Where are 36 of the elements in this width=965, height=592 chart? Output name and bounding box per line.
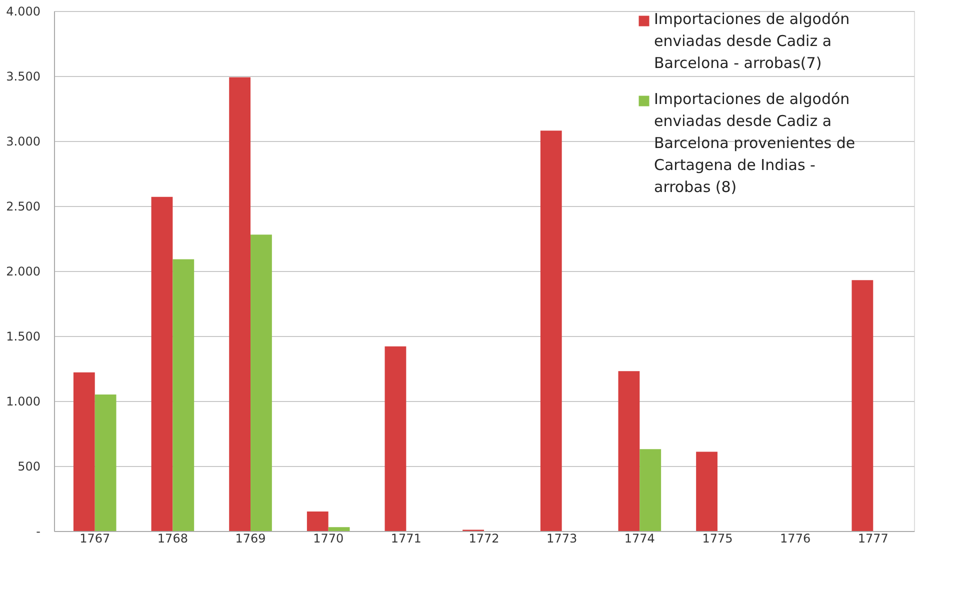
y-tick-label: 1.500 xyxy=(6,330,40,344)
bar xyxy=(306,512,328,531)
y-tick-label: - xyxy=(36,524,40,538)
x-tick-label: 1773 xyxy=(546,532,578,546)
bar xyxy=(172,259,194,531)
y-tick-label: 3.500 xyxy=(6,70,40,84)
legend-label: Importaciones de algodón enviadas desde Cadiz a Barcelona - arrobas(7) xyxy=(654,10,850,72)
bar xyxy=(229,77,251,531)
y-tick-label: 500 xyxy=(18,460,40,474)
bar xyxy=(640,449,662,531)
x-tick-label: 1767 xyxy=(80,532,110,546)
y-tick-label: 1.000 xyxy=(6,394,40,408)
y-tick-label: 2.000 xyxy=(6,264,40,278)
x-tick-label: 1777 xyxy=(858,532,888,546)
x-tick-label: 1770 xyxy=(313,532,344,546)
x-tick-label: 1771 xyxy=(390,532,422,546)
legend-label: Importaciones de algodón enviadas desde Cadiz a Barcelona provenientes de Cartagena de Indias - arrobas (8) xyxy=(654,90,856,196)
bar xyxy=(94,394,116,531)
bar xyxy=(250,234,272,531)
x-tick-label: 1768 xyxy=(157,532,188,546)
bar xyxy=(618,371,640,531)
x-tick-label: 1776 xyxy=(780,532,811,546)
x-tick-label: 1772 xyxy=(468,532,500,546)
x-tick-label: 1769 xyxy=(235,532,266,546)
bar xyxy=(151,196,173,531)
y-tick-label: 4.000 xyxy=(6,4,40,18)
bar xyxy=(696,452,718,531)
x-tick-label: 1774 xyxy=(624,532,655,546)
bar xyxy=(73,372,95,531)
bar xyxy=(852,280,874,531)
y-tick-label: 3.000 xyxy=(6,134,40,148)
x-tick-label: 1775 xyxy=(702,532,733,546)
bar xyxy=(384,346,406,531)
bar xyxy=(540,130,562,531)
bar xyxy=(328,527,350,531)
y-tick-label: 2.500 xyxy=(6,200,40,214)
